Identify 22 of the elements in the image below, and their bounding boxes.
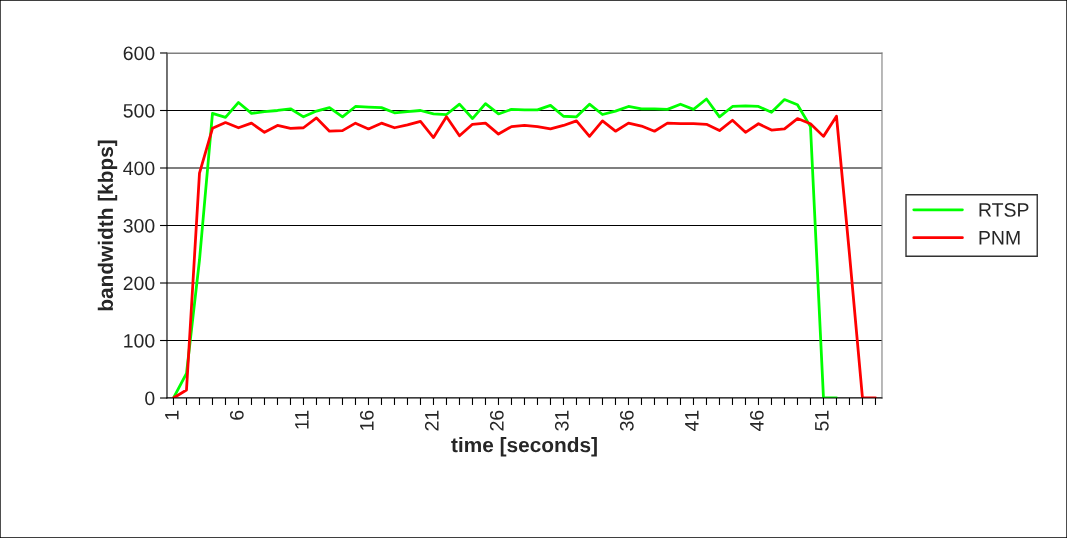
y-tick-label: 200 — [123, 276, 155, 291]
x-tick-label: 16 — [359, 410, 374, 430]
x-tick-label: 26 — [489, 410, 504, 431]
x-tick-label: 11 — [295, 410, 309, 429]
y-tick-label: 400 — [123, 161, 155, 176]
x-tick-label: 1 — [165, 410, 179, 420]
x-axis-title: time [seconds] — [451, 437, 597, 457]
x-tick-label: 36 — [619, 410, 634, 431]
x-tick-label: 21 — [424, 410, 439, 431]
y-tick-label: 100 — [124, 333, 155, 348]
y-tick-label: 500 — [123, 103, 155, 118]
y-axis-title: bandwidth [kbps] — [97, 140, 118, 311]
legend-label: RTSP — [979, 203, 1029, 217]
x-tick-label: 51 — [815, 410, 829, 431]
x-tick-label: 41 — [685, 410, 699, 431]
x-tick-label: 6 — [229, 410, 244, 420]
x-tick-label: 46 — [749, 410, 764, 431]
x-tick-label: 31 — [554, 410, 569, 431]
y-tick-label: 300 — [123, 218, 155, 233]
y-tick-label: 600 — [123, 46, 155, 61]
legend-label: PNM — [979, 231, 1020, 245]
y-tick-label: 0 — [145, 391, 155, 406]
